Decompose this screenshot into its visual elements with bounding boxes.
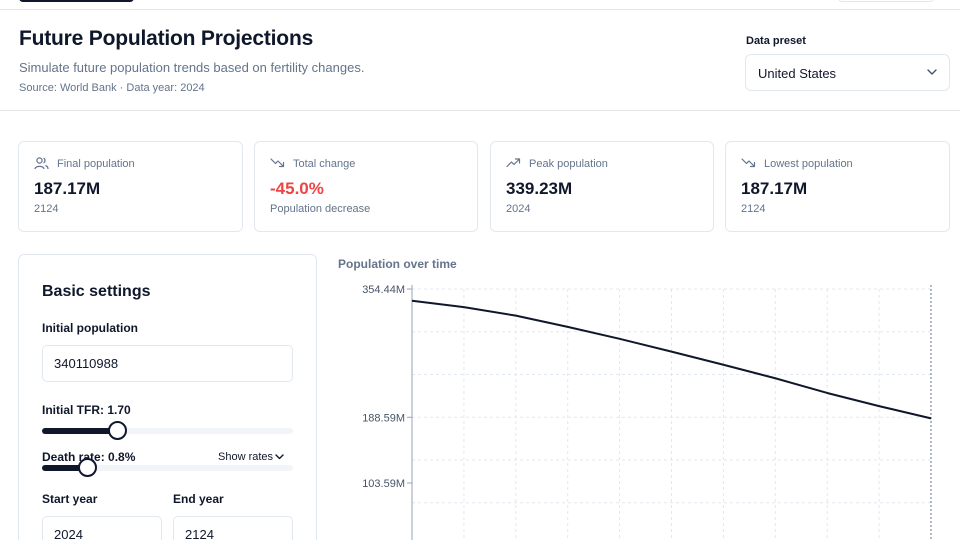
stat-value: -45.0% <box>270 179 324 198</box>
end-year-label: End year <box>173 492 224 506</box>
settings-title: Basic settings <box>42 283 151 300</box>
death-rate-slider[interactable] <box>42 458 293 477</box>
stat-value: 339.23M <box>506 179 573 198</box>
tfr-slider-fill <box>42 428 118 434</box>
stat-label: Final population <box>57 158 135 170</box>
chevron-down-icon <box>927 69 937 75</box>
nav-action-button[interactable] <box>838 0 934 2</box>
initial-population-label: Initial population <box>42 321 138 335</box>
chart-title: Population over time <box>338 257 457 271</box>
page-header: Future Population Projections Simulate f… <box>0 10 960 111</box>
population-series-line <box>411 299 932 420</box>
show-rates-toggle[interactable]: Show rates <box>218 451 284 463</box>
nav-brand-button[interactable] <box>19 0 134 2</box>
y-tick-label: 103.59M <box>362 478 405 490</box>
stat-value: 187.17M <box>34 179 101 198</box>
stat-label: Lowest population <box>764 158 853 170</box>
y-tick-label: 188.59M <box>362 412 405 424</box>
stat-label: Total change <box>293 158 356 170</box>
page-title: Future Population Projections <box>19 27 314 50</box>
trending-up-icon <box>506 158 521 168</box>
preset-label: Data preset <box>746 35 806 47</box>
death-rate-label: Death rate: 0.8% <box>42 450 136 464</box>
stat-value: 187.17M <box>741 179 808 198</box>
stat-label: Peak population <box>529 158 608 170</box>
data-source-note: Source: World Bank · Data year: 2024 <box>19 82 205 94</box>
stat-card-final-population: Final population 187.17M 2124 <box>18 141 243 232</box>
preset-selected-value: United States <box>758 66 837 81</box>
basic-settings-panel: Basic settings Initial population 340110… <box>18 254 317 540</box>
initial-population-input[interactable]: 340110988 <box>42 345 293 382</box>
stat-sub: Population decrease <box>270 203 371 215</box>
stat-card-peak-population: Peak population 339.23M 2024 <box>490 141 714 232</box>
tfr-slider[interactable] <box>42 421 293 440</box>
data-preset-select[interactable]: United States <box>745 54 950 91</box>
stat-sub: 2024 <box>506 203 531 215</box>
top-nav-bar <box>0 0 960 10</box>
stat-card-total-change: Total change -45.0% Population decrease <box>254 141 478 232</box>
death-rate-slider-fill <box>42 465 88 471</box>
population-chart: 354.44M 188.59M 103.59M <box>362 284 932 540</box>
stat-sub: 2124 <box>34 203 59 215</box>
end-year-input[interactable]: 2124 <box>173 516 293 540</box>
tfr-label: Initial TFR: 1.70 <box>42 403 131 417</box>
death-rate-slider-thumb[interactable] <box>77 458 97 477</box>
trending-down-icon <box>270 158 285 168</box>
users-icon <box>34 157 49 170</box>
chevron-down-icon <box>275 454 284 460</box>
trending-down-icon <box>741 158 756 168</box>
start-year-input[interactable]: 2024 <box>42 516 162 540</box>
y-tick-label: 354.44M <box>362 284 405 296</box>
show-rates-label: Show rates <box>218 451 274 463</box>
stat-sub: 2124 <box>741 203 766 215</box>
tfr-slider-thumb[interactable] <box>107 421 127 440</box>
page-subtitle: Simulate future population trends based … <box>19 60 365 75</box>
stat-card-lowest-population: Lowest population 187.17M 2124 <box>725 141 950 232</box>
start-year-label: Start year <box>42 492 98 506</box>
